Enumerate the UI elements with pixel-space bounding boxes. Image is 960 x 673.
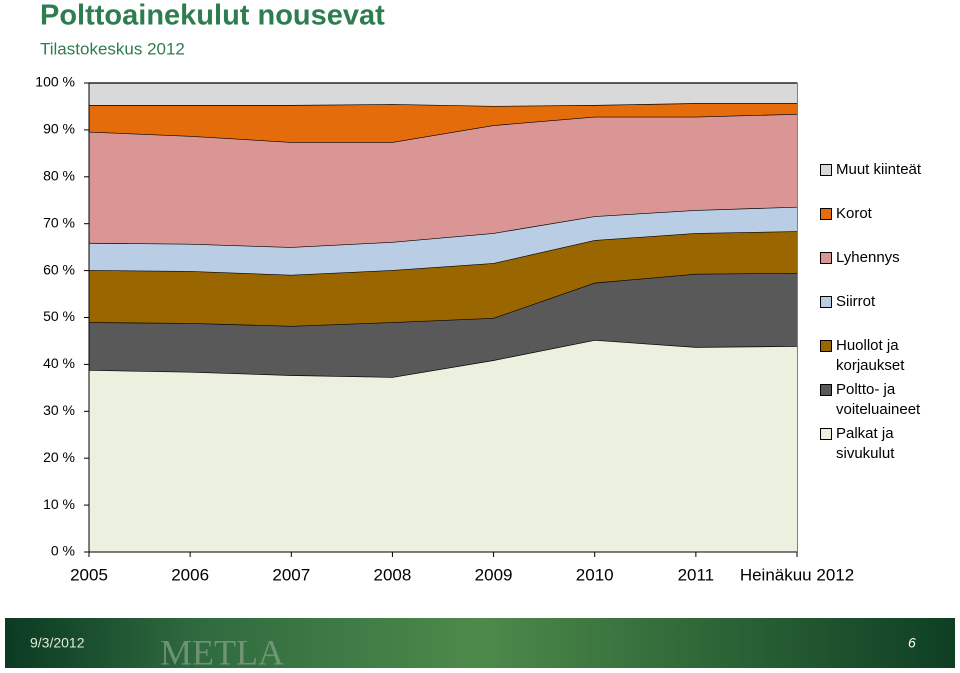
footer-logo: METLA bbox=[160, 632, 284, 672]
legend-label: Poltto- ja voiteluaineet bbox=[836, 381, 921, 418]
area bbox=[89, 83, 797, 106]
area bbox=[89, 103, 797, 143]
legend-label: Korot bbox=[836, 205, 872, 222]
legend-item: Palkat ja sivukulut bbox=[820, 424, 955, 468]
legend-item: Huollot ja korjaukset bbox=[820, 336, 955, 380]
x-tick-label: 2008 bbox=[374, 565, 412, 584]
chart-subtitle: Tilastokeskus 2012 bbox=[40, 39, 185, 58]
area bbox=[89, 340, 797, 552]
legend-item: Muut kiinteät bbox=[820, 160, 955, 204]
x-tick-label: 2009 bbox=[475, 565, 513, 584]
legend-item: Lyhennys bbox=[820, 248, 955, 292]
legend-swatch bbox=[820, 296, 832, 308]
legend-label: Huollot ja korjaukset bbox=[836, 337, 905, 374]
legend-swatch bbox=[820, 252, 832, 264]
x-tick-label: 2010 bbox=[576, 565, 614, 584]
y-tick-label: 60 % bbox=[43, 261, 75, 277]
area-edge bbox=[88, 339, 798, 378]
y-tick-label: 0 % bbox=[51, 543, 75, 559]
legend-swatch bbox=[820, 208, 832, 220]
area bbox=[89, 272, 797, 378]
x-tick-label: 2006 bbox=[171, 565, 209, 584]
legend-item: Siirrot bbox=[820, 292, 955, 336]
footer-page: 6 bbox=[908, 635, 916, 651]
legend-swatch bbox=[820, 428, 832, 440]
legend-swatch bbox=[820, 340, 832, 352]
chart-title: Polttoainekulut nousevat bbox=[40, 0, 385, 32]
legend-item: Poltto- ja voiteluaineet bbox=[820, 380, 955, 424]
legend: Muut kiinteät Korot Lyhennys Siirrot Huollot… bbox=[820, 160, 955, 468]
y-tick-label: 20 % bbox=[43, 449, 75, 465]
legend-label: Palkat ja sivukulut bbox=[836, 425, 895, 462]
area bbox=[89, 206, 797, 275]
x-tick-label: 2007 bbox=[272, 565, 310, 584]
y-tick-label: 80 % bbox=[43, 168, 75, 184]
area bbox=[89, 113, 797, 248]
area bbox=[89, 231, 797, 326]
y-tick-label: 30 % bbox=[43, 402, 75, 418]
y-tick-label: 100 % bbox=[35, 74, 75, 90]
footer-date: 9/3/2012 bbox=[30, 635, 85, 651]
x-tick-label: Heinäkuu 2012 bbox=[740, 565, 854, 584]
footer-band bbox=[5, 618, 955, 668]
y-tick-label: 10 % bbox=[43, 496, 75, 512]
y-tick-label: 50 % bbox=[43, 308, 75, 324]
legend-label: Lyhennys bbox=[836, 249, 900, 266]
y-tick-label: 90 % bbox=[43, 121, 75, 137]
legend-swatch bbox=[820, 164, 832, 176]
legend-item: Korot bbox=[820, 204, 955, 248]
y-tick-label: 40 % bbox=[43, 355, 75, 371]
y-tick-label: 70 % bbox=[43, 214, 75, 230]
legend-swatch bbox=[820, 384, 832, 396]
legend-label: Siirrot bbox=[836, 293, 876, 310]
legend-label: Muut kiinteät bbox=[836, 161, 922, 178]
x-tick-label: 2005 bbox=[70, 565, 108, 584]
x-tick-label: 2011 bbox=[678, 565, 715, 584]
